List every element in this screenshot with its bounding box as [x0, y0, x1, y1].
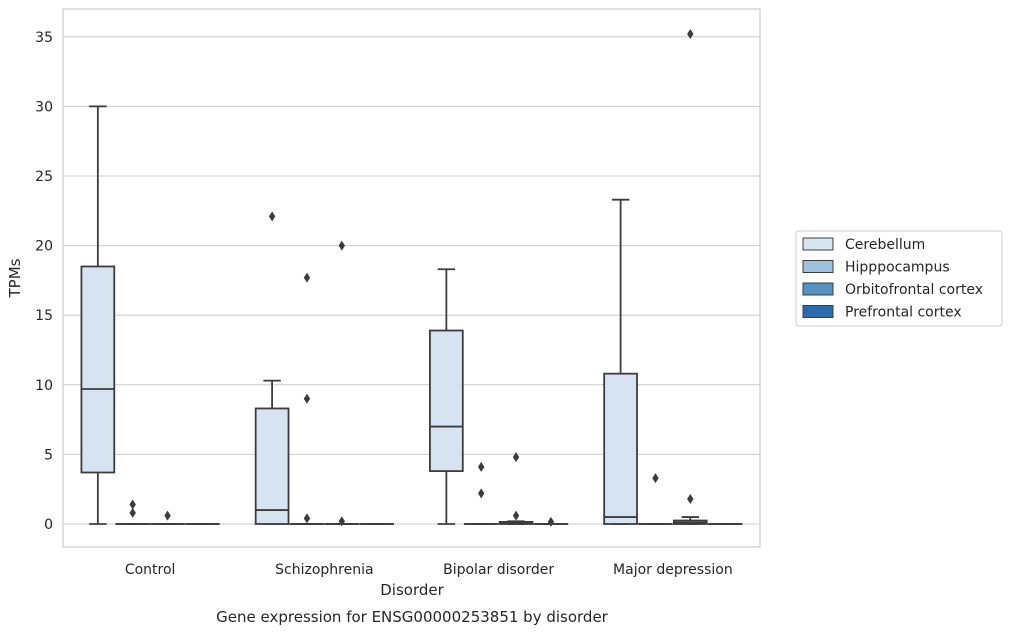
- outlier-point: [512, 510, 520, 521]
- outlier-point: [338, 240, 345, 251]
- box-orbitofrontal-cortex: [324, 240, 360, 527]
- outlier-point: [512, 452, 520, 463]
- outlier-point: [687, 493, 694, 504]
- box-hipppocampus: [289, 272, 325, 525]
- box-body: [254, 407, 290, 525]
- legend-label: Hipppocampus: [845, 260, 950, 276]
- grid-lines: [63, 36, 760, 525]
- legend-frame: [795, 230, 1003, 327]
- outlier-point: [303, 513, 311, 524]
- outlier-point: [303, 272, 311, 283]
- x-tick-label: Major depression: [613, 562, 733, 578]
- box-hipppocampus: [115, 499, 151, 525]
- x-axis-title: Disorder: [380, 581, 444, 599]
- legend-swatch: [802, 260, 834, 273]
- outlier-point: [268, 211, 276, 222]
- outlier-point: [164, 510, 171, 521]
- plot-area: [62, 8, 761, 548]
- outlier-point: [687, 29, 694, 40]
- x-tick-label: Bipolar disorder: [443, 562, 554, 578]
- box-cerebellum: [603, 198, 638, 525]
- y-tick-label: 35: [35, 30, 53, 46]
- x-tick-label: Schizophrenia: [275, 562, 373, 578]
- box-orbitofrontal-cortex: [672, 29, 708, 525]
- outlier-point: [478, 488, 485, 499]
- box-cerebellum: [80, 105, 116, 525]
- y-axis-title: TPMs: [6, 258, 24, 298]
- legend-label: Cerebellum: [845, 237, 925, 253]
- outlier-point: [129, 507, 136, 518]
- chart-title: Gene expression for ENSG00000253851 by d…: [216, 608, 609, 626]
- box-orbitofrontal-cortex: [498, 452, 534, 525]
- outlier-point: [303, 393, 311, 404]
- y-tick-label: 10: [35, 378, 53, 394]
- outlier-point: [129, 499, 136, 510]
- outlier-point: [338, 516, 345, 527]
- legend-swatch: [802, 237, 834, 251]
- box-body: [429, 329, 464, 473]
- box-hipppocampus: [638, 473, 673, 525]
- box-body: [603, 372, 638, 525]
- outlier-point: [547, 516, 555, 527]
- legend: Cerebellum Hipppocampus Orbitofrontal cort…: [795, 230, 1003, 327]
- x-tick-label: Control: [125, 562, 176, 578]
- y-tick-label: 25: [35, 169, 53, 185]
- box-prefrontal-cortex: [533, 516, 569, 527]
- legend-swatch: [802, 282, 834, 296]
- outlier-point: [478, 461, 485, 472]
- x-axis-ticks: Control Schizophrenia Bipolar disorder Majo…: [125, 562, 733, 578]
- y-tick-label: 15: [35, 308, 53, 324]
- y-tick-label: 30: [35, 99, 53, 115]
- box-cerebellum: [254, 211, 290, 525]
- outlier-point: [652, 473, 659, 484]
- box-series: [80, 29, 743, 527]
- legend-swatch: [802, 305, 834, 318]
- box-body: [80, 265, 116, 474]
- y-tick-label: 0: [44, 517, 53, 533]
- legend-label: Prefrontal cortex: [845, 305, 962, 321]
- y-tick-label: 5: [44, 447, 53, 463]
- box-orbitofrontal-cortex: [150, 510, 185, 525]
- legend-label: Orbitofrontal cortex: [845, 282, 983, 298]
- box-hipppocampus: [463, 461, 499, 525]
- box-cerebellum: [429, 268, 464, 525]
- y-tick-label: 20: [35, 239, 53, 255]
- y-axis-ticks: 0 5 10 15 20 25 30 35: [35, 30, 53, 533]
